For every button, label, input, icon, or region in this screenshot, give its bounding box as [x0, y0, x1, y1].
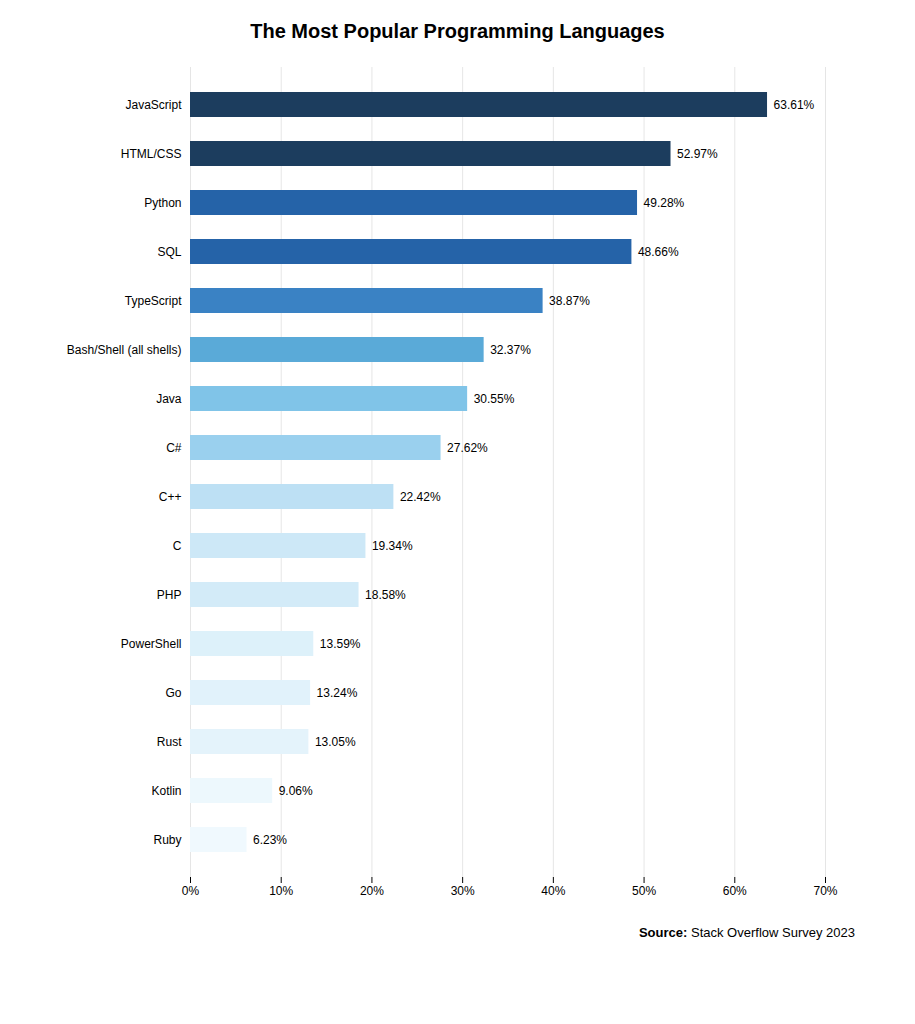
svg-text:Rust: Rust: [157, 735, 182, 749]
svg-text:22.42%: 22.42%: [400, 490, 441, 504]
svg-text:30.55%: 30.55%: [474, 392, 515, 406]
svg-text:70%: 70%: [813, 884, 837, 898]
svg-text:10%: 10%: [269, 884, 293, 898]
svg-text:PHP: PHP: [157, 588, 182, 602]
svg-text:Java: Java: [156, 392, 182, 406]
svg-text:13.24%: 13.24%: [317, 686, 358, 700]
svg-text:C: C: [173, 539, 182, 553]
svg-text:63.61%: 63.61%: [774, 98, 815, 112]
svg-text:30%: 30%: [451, 884, 475, 898]
svg-text:C#: C#: [166, 441, 182, 455]
svg-text:40%: 40%: [541, 884, 565, 898]
svg-text:13.59%: 13.59%: [320, 637, 361, 651]
svg-text:Kotlin: Kotlin: [151, 784, 181, 798]
svg-text:6.23%: 6.23%: [253, 833, 287, 847]
svg-text:13.05%: 13.05%: [315, 735, 356, 749]
svg-text:0%: 0%: [182, 884, 200, 898]
svg-text:52.97%: 52.97%: [677, 147, 718, 161]
svg-text:9.06%: 9.06%: [279, 784, 313, 798]
svg-text:50%: 50%: [632, 884, 656, 898]
svg-text:TypeScript: TypeScript: [125, 294, 182, 308]
svg-text:60%: 60%: [723, 884, 747, 898]
svg-text:HTML/CSS: HTML/CSS: [121, 147, 182, 161]
svg-text:38.87%: 38.87%: [549, 294, 590, 308]
svg-text:Go: Go: [165, 686, 181, 700]
svg-text:48.66%: 48.66%: [638, 245, 679, 259]
svg-text:49.28%: 49.28%: [644, 196, 685, 210]
html-text:Source: Stack Overflow Survey: Source: Stack Overflow Survey 2023: [639, 925, 855, 940]
svg-text:Ruby: Ruby: [153, 833, 181, 847]
svg-text:27.62%: 27.62%: [447, 441, 488, 455]
svg-text:SQL: SQL: [157, 245, 181, 259]
html-text:The Most Popular Programming L: The Most Popular Programming Languages: [250, 20, 665, 42]
svg-text:19.34%: 19.34%: [372, 539, 413, 553]
svg-text:Python: Python: [144, 196, 181, 210]
svg-text:32.37%: 32.37%: [490, 343, 531, 357]
svg-text:JavaScript: JavaScript: [125, 98, 182, 112]
svg-text:Bash/Shell (all shells): Bash/Shell (all shells): [67, 343, 182, 357]
svg-text:PowerShell: PowerShell: [121, 637, 182, 651]
svg-text:20%: 20%: [360, 884, 384, 898]
svg-text:18.58%: 18.58%: [365, 588, 406, 602]
svg-text:C++: C++: [159, 490, 182, 504]
